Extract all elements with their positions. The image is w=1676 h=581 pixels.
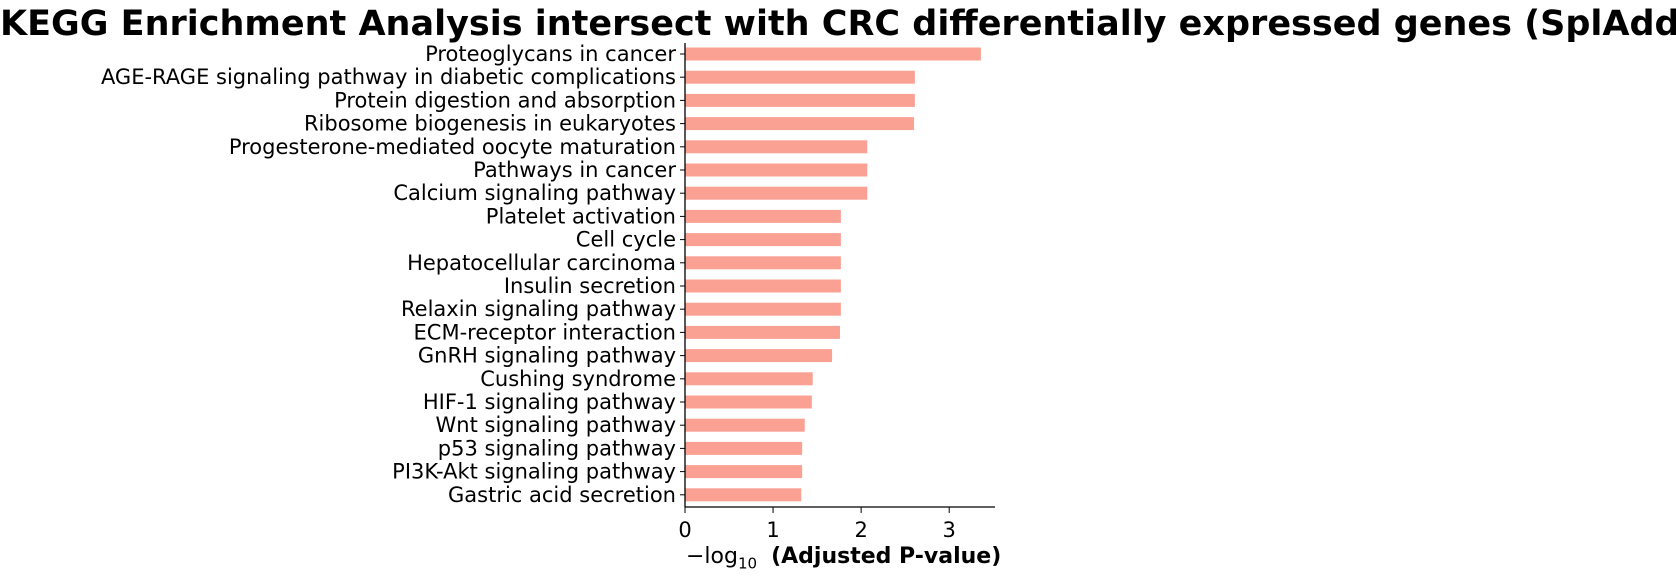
bar xyxy=(685,163,868,177)
category-label: Gastric acid secretion xyxy=(448,483,676,507)
category-label: Relaxin signaling pathway xyxy=(401,297,676,321)
bars-group xyxy=(685,47,981,502)
category-label: ECM-receptor interaction xyxy=(414,320,676,344)
category-label: Platelet activation xyxy=(486,204,676,228)
x-ticks-group: 0 1 2 3 xyxy=(678,507,956,542)
category-label: Calcium signaling pathway xyxy=(393,181,676,205)
x-tick-label: 3 xyxy=(943,518,956,542)
bar xyxy=(685,140,868,154)
bar xyxy=(685,465,803,479)
bar xyxy=(685,349,833,363)
category-label: Cushing syndrome xyxy=(480,367,676,391)
bar xyxy=(685,209,841,223)
bar xyxy=(685,117,914,131)
category-label: Progesterone-mediated oocyte maturation xyxy=(229,135,676,159)
x-axis-label-suffix: (Adjusted P-value) xyxy=(771,544,1002,569)
category-label: Pathways in cancer xyxy=(473,158,676,182)
x-axis-label-subscript: 10 xyxy=(737,554,758,573)
bar xyxy=(685,302,841,316)
category-label: GnRH signaling pathway xyxy=(418,344,676,368)
bar xyxy=(685,93,915,107)
x-tick-label: 1 xyxy=(766,518,779,542)
category-label: Wnt signaling pathway xyxy=(436,413,676,437)
category-label: Protein digestion and absorption xyxy=(334,88,676,112)
bar xyxy=(685,47,981,61)
category-label: HIF-1 signaling pathway xyxy=(423,390,676,414)
chart-title: KEGG Enrichment Analysis intersect with … xyxy=(0,4,1676,44)
bar xyxy=(685,441,803,455)
category-label: PI3K-Akt signaling pathway xyxy=(392,460,676,484)
bar xyxy=(685,186,868,200)
x-axis-label-prefix: −log xyxy=(686,544,738,569)
bar xyxy=(685,418,805,432)
bar xyxy=(685,256,841,270)
category-label: Ribosome biogenesis in eukaryotes xyxy=(304,112,676,136)
bar xyxy=(685,70,915,84)
category-label: Insulin secretion xyxy=(504,274,676,298)
x-axis-label: −log10 (Adjusted P-value) xyxy=(686,544,1001,572)
bar xyxy=(685,325,840,339)
bar xyxy=(685,372,813,386)
x-tick-label: 2 xyxy=(854,518,867,542)
bar xyxy=(685,488,802,502)
bar xyxy=(685,395,812,409)
bar xyxy=(685,279,841,293)
category-label: AGE-RAGE signaling pathway in diabetic c… xyxy=(101,65,676,89)
category-label: Hepatocellular carcinoma xyxy=(407,251,676,275)
x-tick-label: 0 xyxy=(678,518,691,542)
category-label: Cell cycle xyxy=(576,228,676,252)
bar xyxy=(685,233,841,247)
category-label: Proteoglycans in cancer xyxy=(425,42,676,66)
category-label: p53 signaling pathway xyxy=(438,436,676,460)
